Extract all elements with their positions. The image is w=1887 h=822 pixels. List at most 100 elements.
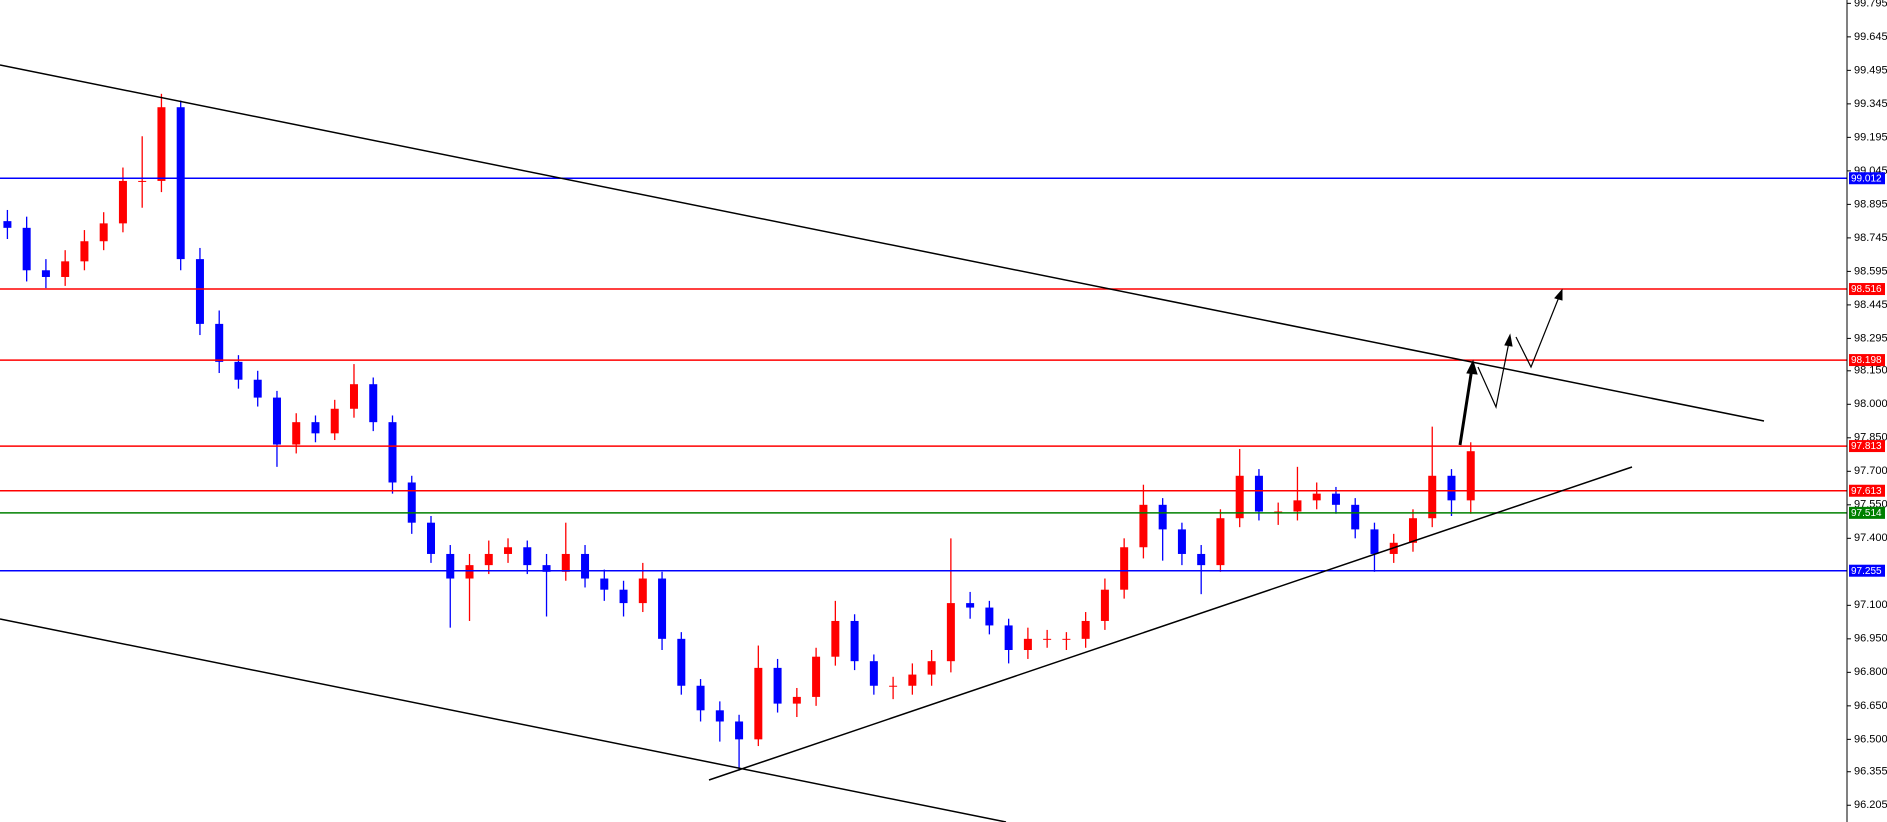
candle-body [1428,475,1437,519]
candle-body [1351,504,1360,530]
candle-body [253,379,262,398]
candle-body [138,180,147,182]
level-label-box [1849,440,1885,453]
y-tick-label: 99.345 [1854,98,1887,110]
y-tick-label: 96.500 [1854,733,1887,745]
candle-body [735,721,744,740]
arrow [1515,296,1560,369]
candle-body [1331,493,1340,505]
candle-body [889,685,898,687]
y-tick-label: 99.645 [1854,31,1887,43]
y-tick-label: 98.895 [1854,198,1887,210]
candle-body [1139,504,1148,548]
level-label: 97.514 [1851,508,1882,519]
trend-line [708,466,1633,781]
candle-body [1254,475,1263,512]
candle-body [61,261,70,277]
y-tick-label: 97.100 [1854,599,1887,611]
candle-body [1023,638,1032,651]
candle-body [1100,589,1109,621]
candle-body [1447,475,1456,501]
y-tick-label: 98.150 [1854,365,1887,377]
y-tick-label: 96.950 [1854,633,1887,645]
candle-body [523,547,532,566]
candle-body [946,603,955,662]
candle-body [812,656,821,697]
candle-body [195,259,204,324]
candle-body [1293,500,1302,512]
candle-body [311,422,320,434]
y-tick-label: 96.205 [1854,799,1887,811]
y-tick-label: 98.595 [1854,265,1887,277]
candle-body [985,607,994,626]
y-tick-label: 96.800 [1854,666,1887,678]
arrow-head [1466,359,1478,375]
candle-body [157,107,166,181]
candle-body [41,270,50,277]
candle-body [908,674,917,686]
level-label-box [1849,354,1885,367]
candle-body [1370,529,1379,554]
candle-body [292,422,301,445]
candle-body [118,180,127,224]
trend-line [0,64,1765,422]
candle-body [234,361,243,380]
candle-body [369,384,378,423]
candle-body [850,620,859,662]
candle-body [966,603,975,608]
candle-body [1216,518,1225,566]
level-label-box [1849,564,1885,577]
arrow-head [1554,288,1563,301]
arrow-head [1504,333,1513,347]
level-label: 97.613 [1851,486,1882,497]
level-label: 99.012 [1851,173,1882,184]
level-label: 98.516 [1851,284,1882,295]
candle-body [349,384,358,409]
level-label-box [1849,172,1885,185]
candle-body [1408,518,1417,543]
candle-body [1177,529,1186,554]
candle-body [581,553,590,579]
candle-body [465,565,474,579]
candle-body [407,482,416,523]
level-label-box [1849,506,1885,519]
candle-body [773,667,782,704]
candle-body [1004,625,1013,651]
candle-body [504,547,513,554]
drawings [0,64,1765,822]
y-tick-label: 99.795 [1854,0,1887,9]
candle-body [427,522,436,554]
candle-body [715,710,724,722]
candle-body [3,221,12,228]
y-tick-label: 99.495 [1854,64,1887,76]
candle-body [542,565,551,572]
candle-body [272,397,281,445]
candle-body [677,638,686,686]
level-label-box [1849,283,1885,296]
candle-body [99,223,108,242]
y-tick-label: 98.745 [1854,232,1887,244]
y-tick-label: 98.000 [1854,398,1887,410]
candle-body [927,661,936,675]
y-tick-label: 96.650 [1854,700,1887,712]
candle-body [1120,547,1129,590]
y-tick-label: 98.295 [1854,332,1887,344]
candle-body [869,661,878,686]
y-tick-label: 98.445 [1854,299,1887,311]
y-tick-label: 97.400 [1854,532,1887,544]
candle-body [446,553,455,579]
y-tick-label: 99.195 [1854,131,1887,143]
candle-body [1043,638,1052,640]
candle-body [176,107,185,260]
candle-body [1274,511,1283,513]
candle-body [600,578,609,590]
level-label: 97.813 [1851,441,1882,452]
level-label: 98.198 [1851,355,1882,366]
candle-body [388,422,397,483]
candles [3,93,1475,771]
candle-body [1081,620,1090,639]
y-tick-label: 97.700 [1854,465,1887,477]
candle-body [80,241,89,262]
